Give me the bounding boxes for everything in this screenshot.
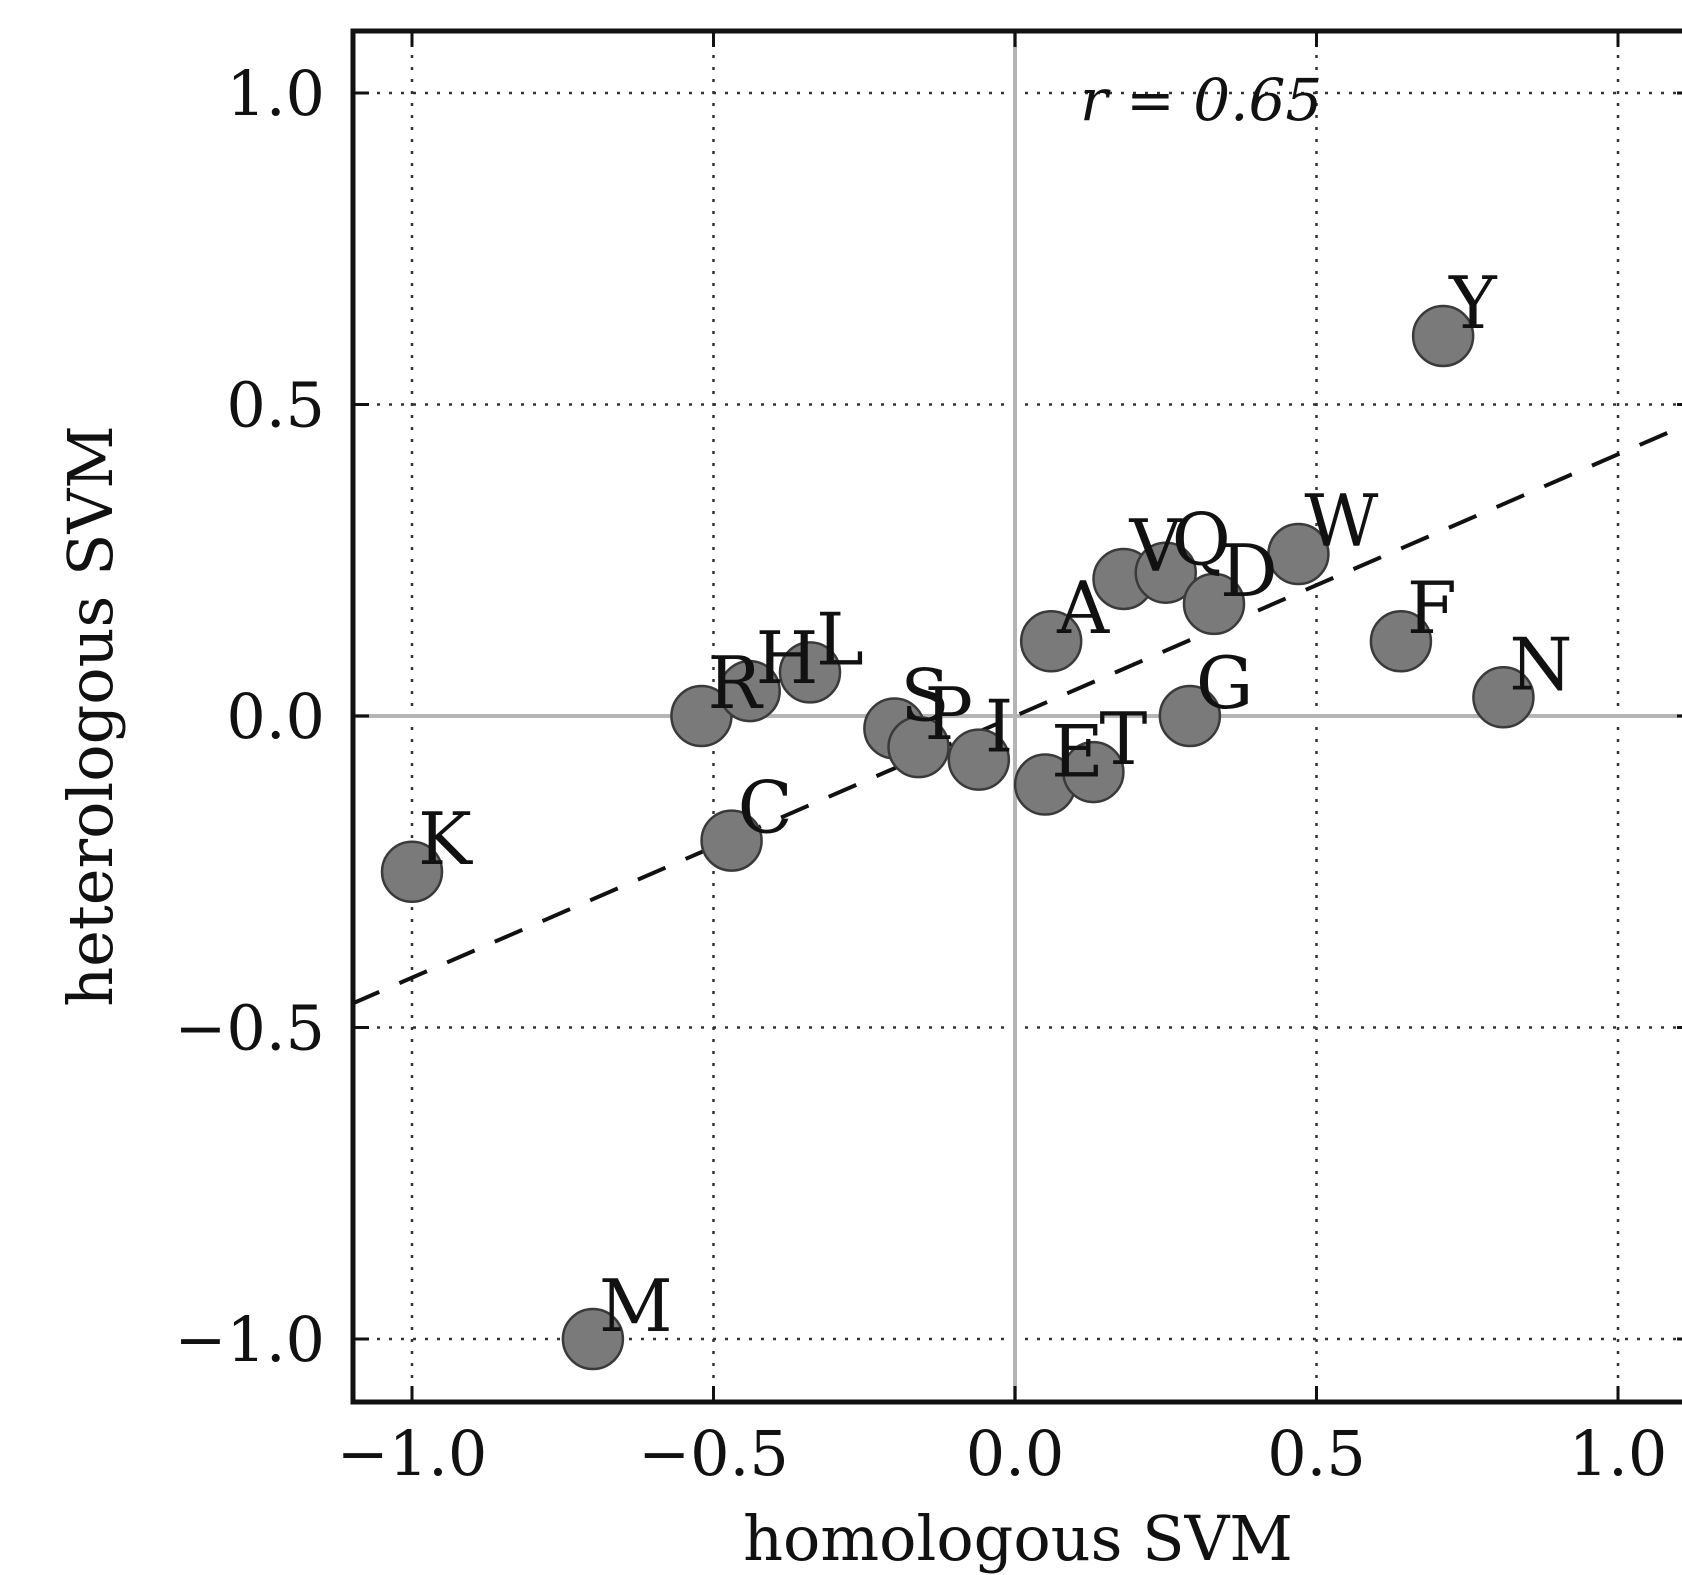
data-point [947, 728, 1011, 791]
fit-line-group [353, 426, 1680, 1006]
y-tick-label: 0.5 [226, 369, 325, 442]
y-axis-label: heterologous SVM [54, 425, 127, 1007]
data-point [380, 840, 444, 903]
data-point-label: Q [1172, 498, 1231, 582]
y-tick-label: −1.0 [174, 1303, 325, 1376]
data-point [1158, 684, 1222, 748]
data-point [1019, 609, 1083, 673]
data-point [887, 715, 950, 779]
data-point-label: Y [1448, 261, 1498, 345]
data-point [1182, 572, 1246, 636]
data-point [561, 1307, 625, 1371]
data-point-label: A [1056, 566, 1110, 650]
data-point [1411, 304, 1475, 368]
data-point-label: W [1304, 479, 1378, 563]
x-tick-labels: −1.0 −0.5 0.0 0.5 1.0 [337, 1417, 1668, 1490]
data-point-label: V [1129, 504, 1184, 588]
x-tick-label: 0.5 [1267, 1417, 1366, 1490]
data-point-label: M [599, 1264, 673, 1348]
axis-ticks [353, 31, 1682, 1402]
y-tick-labels: −1.0 −0.5 0.0 0.5 1.0 [174, 57, 325, 1376]
data-point-label: L [816, 597, 864, 681]
fit-line [353, 426, 1680, 1006]
data-point-label: P [925, 672, 973, 756]
data-point [1369, 609, 1433, 673]
data-point-label: E [1051, 710, 1104, 794]
data-point-label: S [900, 653, 949, 737]
x-tick-label: −1.0 [337, 1417, 488, 1490]
data-points [380, 304, 1535, 1371]
data-point-label: I [985, 685, 1013, 769]
data-point-label: N [1509, 622, 1572, 706]
data-point-label: T [1099, 697, 1147, 781]
x-tick-label: 0.0 [966, 1417, 1065, 1490]
data-point-label: R [707, 641, 763, 725]
data-point [778, 641, 842, 704]
data-point [1134, 541, 1197, 604]
data-point [700, 809, 763, 872]
y-tick-label: 1.0 [226, 57, 325, 130]
zero-lines [353, 31, 1682, 1402]
data-point-label: G [1196, 641, 1254, 725]
data-point-label: D [1220, 529, 1278, 613]
x-tick-label: 1.0 [1569, 1417, 1668, 1490]
data-point-label: H [756, 616, 819, 700]
data-point-label: C [738, 766, 793, 850]
x-axis-label: homologous SVM [743, 1502, 1293, 1575]
y-tick-label: 0.0 [226, 680, 325, 753]
data-point-label: K [418, 797, 473, 881]
data-point [718, 659, 781, 723]
data-point [1472, 666, 1535, 729]
y-tick-label: −0.5 [174, 992, 325, 1065]
correlation-annotation: r = 0.65 [1080, 66, 1322, 134]
data-point-label: F [1407, 566, 1457, 650]
data-point [1267, 522, 1330, 586]
data-point [1062, 740, 1125, 804]
x-tick-label: −0.5 [638, 1417, 789, 1490]
